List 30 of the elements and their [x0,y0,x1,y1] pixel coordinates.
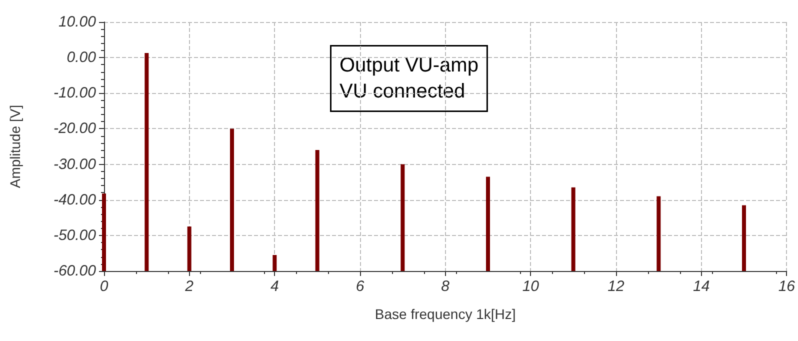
bar [315,150,320,271]
x-axis-title: Base frequency 1k[Hz] [374,306,516,322]
y-tick-label: -50.00 [53,226,97,244]
y-tick-label: -10.00 [53,84,97,102]
x-tick-label: 6 [356,278,365,295]
x-tick-label: 4 [270,278,279,295]
x-tick-label: 2 [184,278,194,295]
y-tick-label: -20.00 [53,120,97,138]
bar [742,205,746,271]
y-tick-label: -60.00 [53,262,97,280]
y-tick-label: -40.00 [53,191,97,208]
x-tick-label: 0 [100,278,109,295]
x-tick-label: 14 [692,278,710,295]
x-tick-label: 16 [778,278,796,295]
bar [230,128,234,271]
bar [656,196,661,271]
bar [400,164,405,271]
bar [102,193,106,271]
x-tick-label: 12 [608,278,625,295]
y-tick-label: -30.00 [53,156,97,173]
y-tick-label: 10.00 [58,14,97,30]
bar [144,52,149,271]
bar [187,226,192,271]
x-tick-label: 10 [522,278,540,295]
x-tick-label: 8 [441,278,450,295]
bar [272,254,277,271]
y-axis-title: Amplitude [V] [7,104,23,188]
y-tick-label: 0.00 [66,49,97,66]
bar [571,187,576,271]
bar [486,176,490,271]
